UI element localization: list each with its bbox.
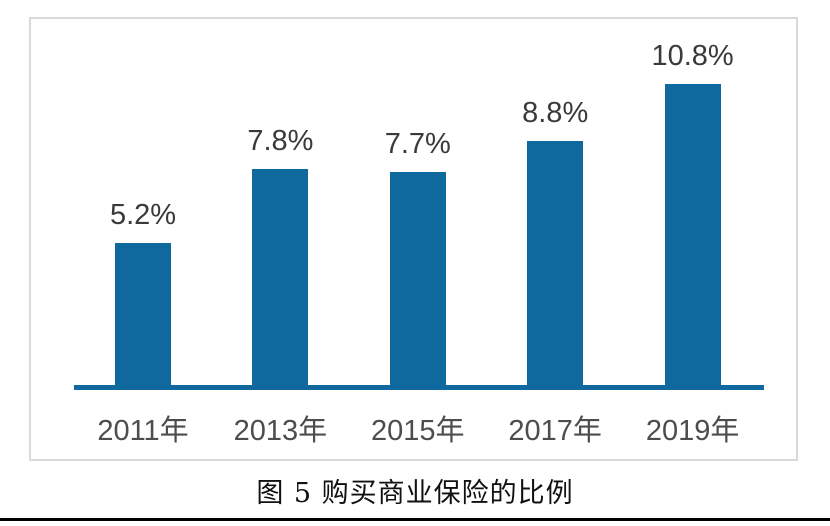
data-label: 7.7% — [384, 128, 451, 160]
chart-frame: 5.2% 2011年 7.8% 2013年 7.7% 2015年 8.8% 2017年 10.8… — [29, 17, 798, 461]
figure-caption: 图 5 购买商业保险的比例 — [256, 478, 574, 509]
data-label: 8.8% — [522, 97, 589, 129]
plot-area: 5.2% 2011年 7.8% 2013年 7.7% 2015年 8.8% 2017年 10.8… — [31, 19, 796, 459]
data-label: 10.8% — [651, 40, 734, 72]
x-tick-label: 2011年 — [97, 415, 189, 447]
x-tick-label: 2015年 — [371, 415, 465, 447]
x-tick-label: 2019年 — [645, 415, 740, 447]
x-tick-label: 2017年 — [508, 415, 602, 447]
bar-2015年 — [389, 172, 446, 390]
data-label: 7.8% — [247, 125, 314, 157]
bar-2013年 — [252, 169, 309, 390]
data-label: 5.2% — [109, 199, 177, 231]
x-tick-label: 2013年 — [233, 415, 328, 447]
bar-2011年 — [115, 243, 171, 390]
bar-2019年 — [664, 84, 721, 390]
page-divider-line — [0, 518, 830, 521]
bar-2017年 — [527, 141, 584, 390]
